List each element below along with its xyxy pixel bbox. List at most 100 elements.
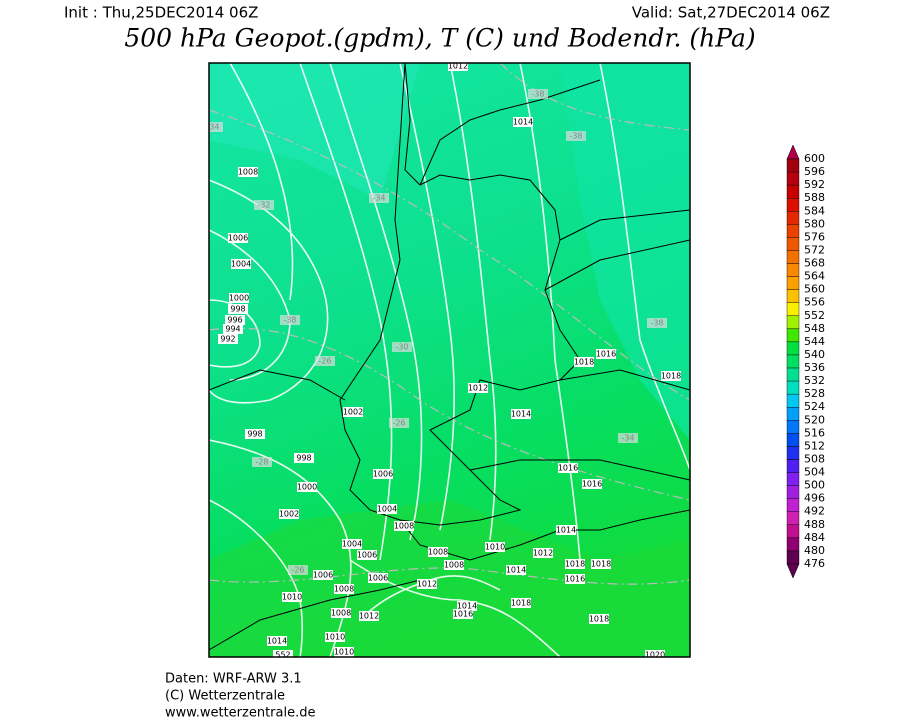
- init-time: Init : Thu,25DEC2014 06Z: [64, 4, 258, 22]
- isobar-label: 1000: [297, 483, 317, 492]
- label-box: [334, 584, 354, 594]
- isobar-label: 1008: [238, 168, 258, 177]
- label-box: [313, 570, 333, 580]
- isobar-label: 1004: [342, 540, 362, 549]
- field-shade: [209, 500, 690, 657]
- colorbar-label: 584: [804, 204, 825, 217]
- colorbar-label: 592: [804, 178, 825, 191]
- colorbar-label: 568: [804, 257, 825, 270]
- isobar-label: 992: [220, 335, 235, 344]
- label-box: [377, 504, 397, 514]
- label-box: [468, 383, 488, 393]
- colorbar-label: 540: [804, 348, 825, 361]
- label-box: [331, 608, 351, 618]
- isobar-label: 1014: [513, 118, 533, 127]
- label-box: [558, 463, 578, 473]
- isobar-label: 1018: [511, 599, 531, 608]
- colorbar-label: 532: [804, 374, 825, 387]
- label-box: [228, 233, 248, 243]
- label-box: [596, 349, 616, 359]
- isotherm-label: -26: [318, 357, 331, 366]
- label-box: [254, 200, 274, 210]
- label-box: [218, 334, 238, 344]
- map-frame: [208, 62, 691, 658]
- colorbar-label: 552: [804, 309, 825, 322]
- colorbar-cell: [786, 472, 800, 486]
- isobar-label: 1006: [357, 551, 377, 560]
- label-box: [238, 167, 258, 177]
- isobar-label: 1008: [428, 548, 448, 557]
- isotherm-label: -38: [531, 90, 544, 99]
- colorbar-cell: [786, 420, 800, 434]
- label-box: [647, 318, 667, 328]
- colorbar-label: 560: [804, 283, 825, 296]
- isobar-label: 1008: [444, 561, 464, 570]
- isobar-label: 1002: [279, 510, 299, 519]
- label-box: [280, 315, 300, 325]
- map-title: 500 hPa Geopot.(gpdm), T (C) und Bodendr…: [124, 24, 755, 53]
- colorbar-cell: [786, 289, 800, 303]
- isotherm-label: -38: [569, 132, 582, 141]
- isobar-label: 1016: [596, 350, 616, 359]
- isobar-label: 1012: [359, 612, 379, 621]
- colorbar-arrow: [786, 144, 800, 160]
- colorbar-label: 580: [804, 217, 825, 230]
- isotherm-label: -26: [291, 566, 304, 575]
- isobar-label: 1012: [533, 549, 553, 558]
- colorbar-label: 480: [804, 544, 825, 557]
- isobar-label: 1008: [331, 609, 351, 618]
- colorbar-cell: [786, 550, 800, 565]
- label-box: [511, 598, 531, 608]
- valid-time: Valid: Sat,27DEC2014 06Z: [632, 4, 830, 22]
- label-box: [282, 592, 302, 602]
- colorbar-cell: [786, 237, 800, 251]
- isobar-label: 1016: [582, 480, 602, 489]
- label-box: [229, 293, 249, 303]
- colorbar-cell: [786, 393, 800, 408]
- colorbar-arrow: [786, 563, 800, 579]
- label-box: [556, 525, 576, 535]
- isobar-label: 1016: [565, 575, 585, 584]
- isobar-label: 1018: [661, 372, 681, 381]
- colorbar-label: 508: [804, 452, 825, 465]
- label-box: [565, 559, 585, 569]
- colorbar-cell: [786, 511, 800, 526]
- label-box: [273, 650, 293, 657]
- isobar-label: 1020: [645, 651, 665, 660]
- colorbar-label: 600: [804, 152, 825, 165]
- isobar-label: 1006: [368, 574, 388, 583]
- isobar-label: 1000: [229, 294, 249, 303]
- colorbar-label: 488: [804, 518, 825, 531]
- label-box: [618, 433, 638, 443]
- colorbar-cell: [786, 328, 800, 343]
- website: www.wetterzentrale.de: [165, 706, 315, 720]
- label-box: [334, 647, 354, 657]
- label-box: [342, 539, 362, 549]
- colorbar-label: 528: [804, 387, 825, 400]
- isotherm-label: -34: [206, 123, 219, 132]
- label-box: [533, 548, 553, 558]
- colorbar-cell: [786, 276, 800, 290]
- colorbar-label: 576: [804, 230, 825, 243]
- colorbar-cell: [786, 407, 800, 421]
- label-box: [357, 550, 377, 560]
- colorbar-label: 484: [804, 531, 825, 544]
- label-box: [513, 117, 533, 127]
- label-box: [267, 636, 287, 646]
- colorbar-label: 572: [804, 243, 825, 256]
- label-box: [392, 342, 412, 352]
- label-box: [252, 457, 272, 467]
- isobar-label: 998: [230, 305, 245, 314]
- isobar-label: 1006: [228, 234, 248, 243]
- colorbar-label: 512: [804, 439, 825, 452]
- isobar-label: 1010: [485, 543, 505, 552]
- colorbar-cell: [786, 380, 800, 395]
- isotherm-label: -38: [283, 316, 296, 325]
- label-box: [294, 453, 314, 463]
- label-box: [297, 482, 317, 492]
- colorbar-label: 548: [804, 322, 825, 335]
- label-box: [591, 559, 611, 569]
- copyright: (C) Wetterzentrale: [165, 689, 285, 704]
- colorbar-label: 588: [804, 191, 825, 204]
